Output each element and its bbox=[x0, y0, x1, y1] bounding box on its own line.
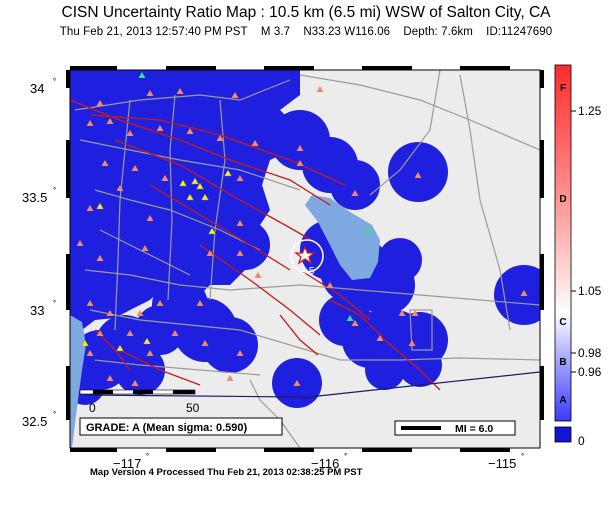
colorbar-letter-c: C bbox=[559, 317, 566, 328]
colorbar-letter-f: F bbox=[560, 83, 566, 94]
colorbar-zero-swatch bbox=[554, 426, 572, 443]
colorbar-tick-0: 0 bbox=[578, 434, 585, 448]
epicenter-contour-label: 2.5 bbox=[300, 265, 315, 277]
map-border-ticks bbox=[66, 66, 544, 452]
lon-degree-115: ° bbox=[521, 452, 524, 461]
border-east bbox=[299, 371, 540, 399]
longitude-degree-marks: ° ° ° bbox=[146, 452, 524, 461]
salton-sea bbox=[305, 195, 380, 280]
latitude-labels: 34 33.5 33 32.5 bbox=[22, 81, 47, 429]
lon-degree-116: ° bbox=[344, 452, 347, 461]
border-west bbox=[84, 394, 301, 398]
colorbar-gradient bbox=[554, 64, 572, 422]
scale-start-label: 0 bbox=[89, 401, 96, 415]
event-info: Thu Feb 21, 2013 12:57:40 PM PST M 3.7 N… bbox=[0, 26, 612, 38]
event-datetime: Thu Feb 21, 2013 12:57:40 PM PST bbox=[59, 26, 248, 38]
lon-tick-116: −116 bbox=[311, 456, 339, 471]
lat-tick-33: 33 bbox=[30, 303, 44, 318]
lat-tick-32-5: 32.5 bbox=[22, 414, 47, 429]
scale-bar: 0 50 bbox=[79, 389, 200, 415]
map-title: CISN Uncertainty Ratio Map : 10.5 km (6.… bbox=[61, 4, 551, 21]
lon-degree-117: ° bbox=[146, 452, 149, 461]
event-depth: Depth: 7.6km bbox=[403, 26, 473, 38]
colorbar-tick-1-05: 1.05 bbox=[578, 284, 602, 298]
stations bbox=[76, 72, 528, 386]
epicenter-star-icon bbox=[294, 245, 316, 265]
mi-text: MI = 6.0 bbox=[455, 423, 493, 435]
map-layers: 2.5 bbox=[70, 70, 540, 448]
lat-degree-33-5: ° bbox=[53, 186, 56, 195]
scale-end-label: 50 bbox=[186, 401, 200, 415]
lat-degree-34: ° bbox=[53, 77, 56, 86]
mi-line bbox=[401, 426, 441, 430]
colorbar-tick-0-96: 0.96 bbox=[578, 365, 602, 379]
lon-tick-117: −117 bbox=[113, 456, 141, 471]
lat-tick-33-5: 33.5 bbox=[22, 190, 47, 205]
event-id: ID:11247690 bbox=[486, 26, 553, 38]
colorbar-letter-d: D bbox=[559, 194, 566, 205]
event-magnitude: M 3.7 bbox=[260, 26, 291, 38]
grade-text: GRADE: A (Mean sigma: 0.590) bbox=[86, 422, 248, 434]
colorbar: F D C B A 1.25 1.05 0.98 0.96 0 bbox=[554, 64, 602, 448]
lat-degree-33: ° bbox=[53, 299, 56, 308]
longitude-labels: −117 −116 −115 bbox=[113, 456, 516, 471]
colorbar-tick-0-98: 0.98 bbox=[578, 346, 602, 360]
mi-box bbox=[394, 420, 516, 436]
colorbar-tick-1-25: 1.25 bbox=[578, 104, 602, 118]
epicenter-marker bbox=[290, 239, 324, 273]
event-location: N33.23 W116.06 bbox=[303, 26, 391, 38]
roads bbox=[74, 70, 540, 448]
ocean bbox=[70, 315, 86, 448]
faults bbox=[70, 99, 441, 391]
grade-box bbox=[79, 417, 283, 436]
lat-degree-32-5: ° bbox=[53, 410, 56, 419]
map-version-footer: Map Version 4 Processed Thu Feb 21, 2013… bbox=[90, 467, 363, 478]
colorbar-letter-b: B bbox=[559, 357, 566, 368]
lon-tick-115: −115 bbox=[488, 456, 516, 471]
lat-tick-34: 34 bbox=[30, 81, 44, 96]
latitude-degree-marks: ° ° ° ° bbox=[53, 77, 56, 419]
colorbar-letter-a: A bbox=[559, 395, 566, 406]
